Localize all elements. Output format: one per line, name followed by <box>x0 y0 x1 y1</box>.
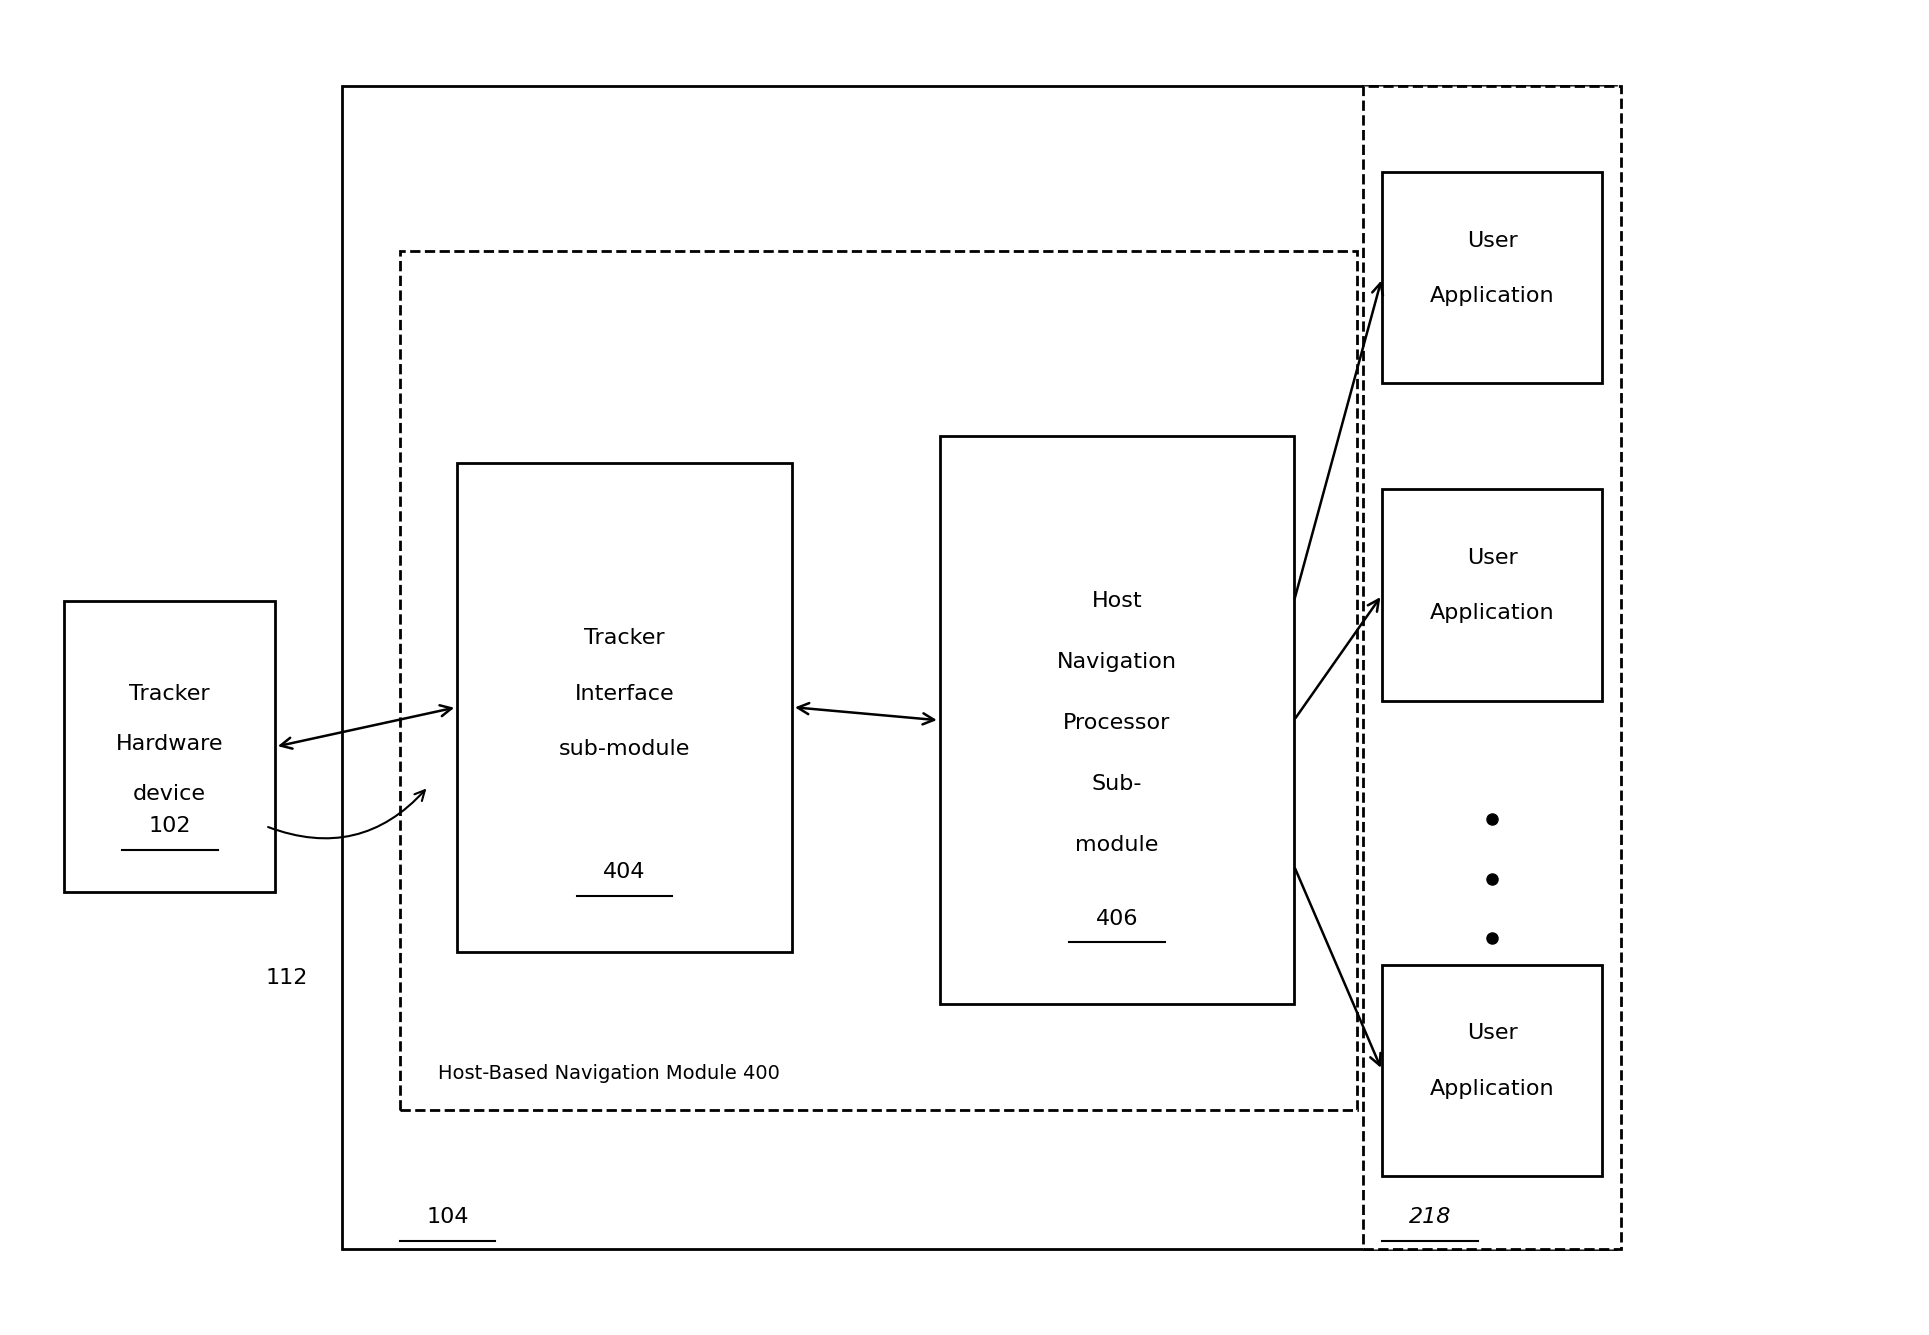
Text: Tracker: Tracker <box>584 629 666 649</box>
Text: 218: 218 <box>1408 1207 1451 1227</box>
Text: User: User <box>1466 547 1518 567</box>
Bar <box>939 437 1294 1004</box>
Bar <box>457 463 793 952</box>
Text: 102: 102 <box>149 816 191 836</box>
Text: 406: 406 <box>1096 909 1138 929</box>
Bar <box>64 602 276 892</box>
Text: Hardware: Hardware <box>116 734 224 754</box>
Text: Interface: Interface <box>575 684 675 704</box>
Bar <box>1381 172 1603 383</box>
Text: Sub-: Sub- <box>1092 774 1142 794</box>
Text: 404: 404 <box>604 862 646 882</box>
Text: Host: Host <box>1092 591 1142 611</box>
Text: sub-module: sub-module <box>559 740 691 760</box>
Bar <box>341 87 1617 1248</box>
Text: device: device <box>133 785 206 804</box>
Bar <box>1381 965 1603 1176</box>
Text: User: User <box>1466 231 1518 251</box>
Text: module: module <box>1074 834 1159 854</box>
Text: Application: Application <box>1429 1079 1555 1099</box>
Text: Application: Application <box>1429 286 1555 306</box>
Bar <box>1381 489 1603 701</box>
Text: Host-Based Navigation Module 400: Host-Based Navigation Module 400 <box>438 1064 779 1083</box>
Bar <box>399 251 1358 1111</box>
Text: Application: Application <box>1429 603 1555 623</box>
Text: User: User <box>1466 1024 1518 1044</box>
Text: 104: 104 <box>426 1207 469 1227</box>
Text: 112: 112 <box>266 968 309 988</box>
Text: Processor: Processor <box>1063 713 1171 733</box>
Text: Navigation: Navigation <box>1057 653 1177 673</box>
Text: Tracker: Tracker <box>129 684 210 704</box>
Bar <box>1364 87 1622 1248</box>
